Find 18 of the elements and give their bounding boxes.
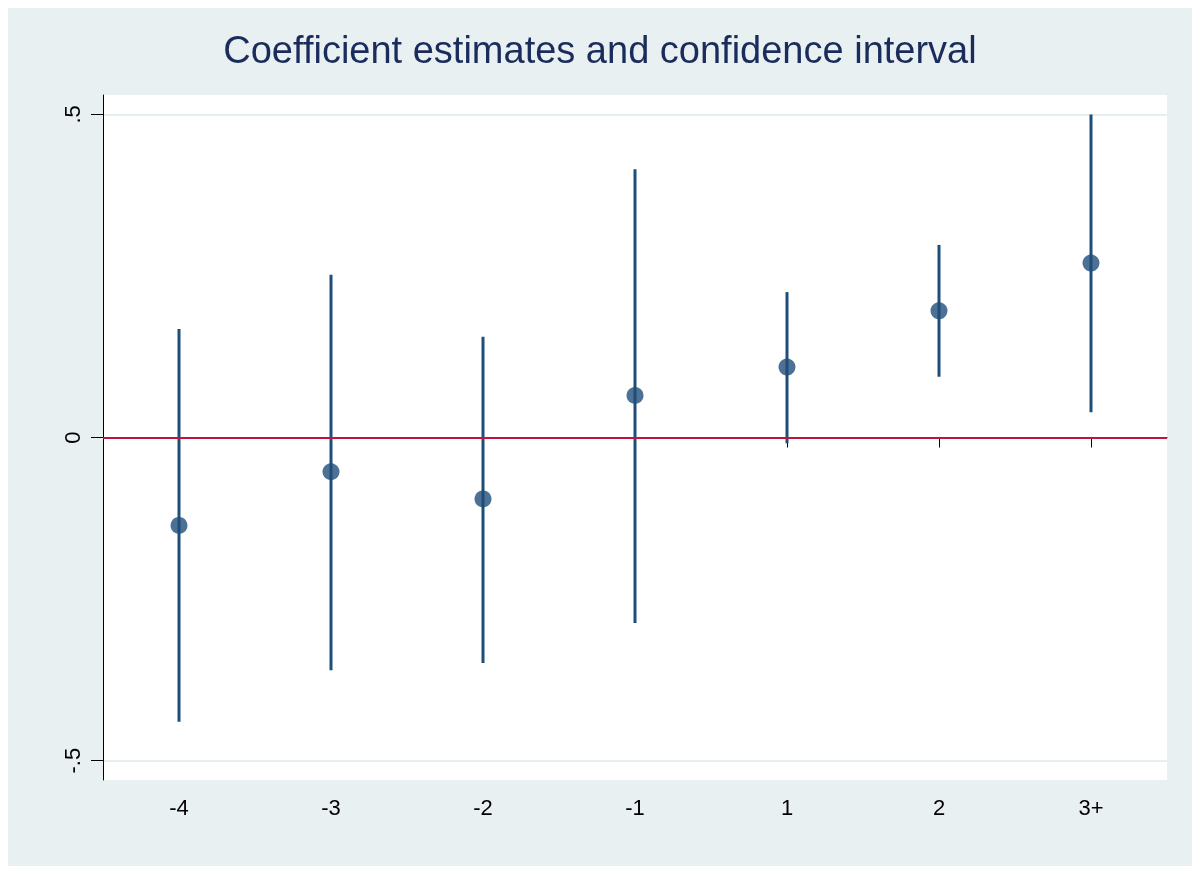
point — [778, 358, 796, 376]
x-tick-label: 2 — [932, 794, 946, 820]
x-tick-label: -2 — [473, 794, 493, 820]
x-tick-label: 1 — [780, 794, 794, 820]
chart-title: Coefficient estimates and confidence interval — [223, 29, 977, 71]
point — [474, 490, 492, 508]
point — [322, 463, 340, 481]
y-tick-label: -.5 — [59, 747, 85, 774]
y-tick-label: 0 — [59, 431, 85, 444]
x-tick-label: 3+ — [1078, 794, 1104, 820]
point — [1082, 254, 1100, 272]
point — [170, 516, 188, 534]
x-tick-label: -3 — [321, 794, 341, 820]
x-tick-label: -1 — [625, 794, 645, 820]
point — [930, 302, 948, 320]
y-tick-label: .5 — [59, 105, 85, 124]
x-tick-label: -4 — [169, 794, 189, 820]
point — [626, 387, 644, 404]
